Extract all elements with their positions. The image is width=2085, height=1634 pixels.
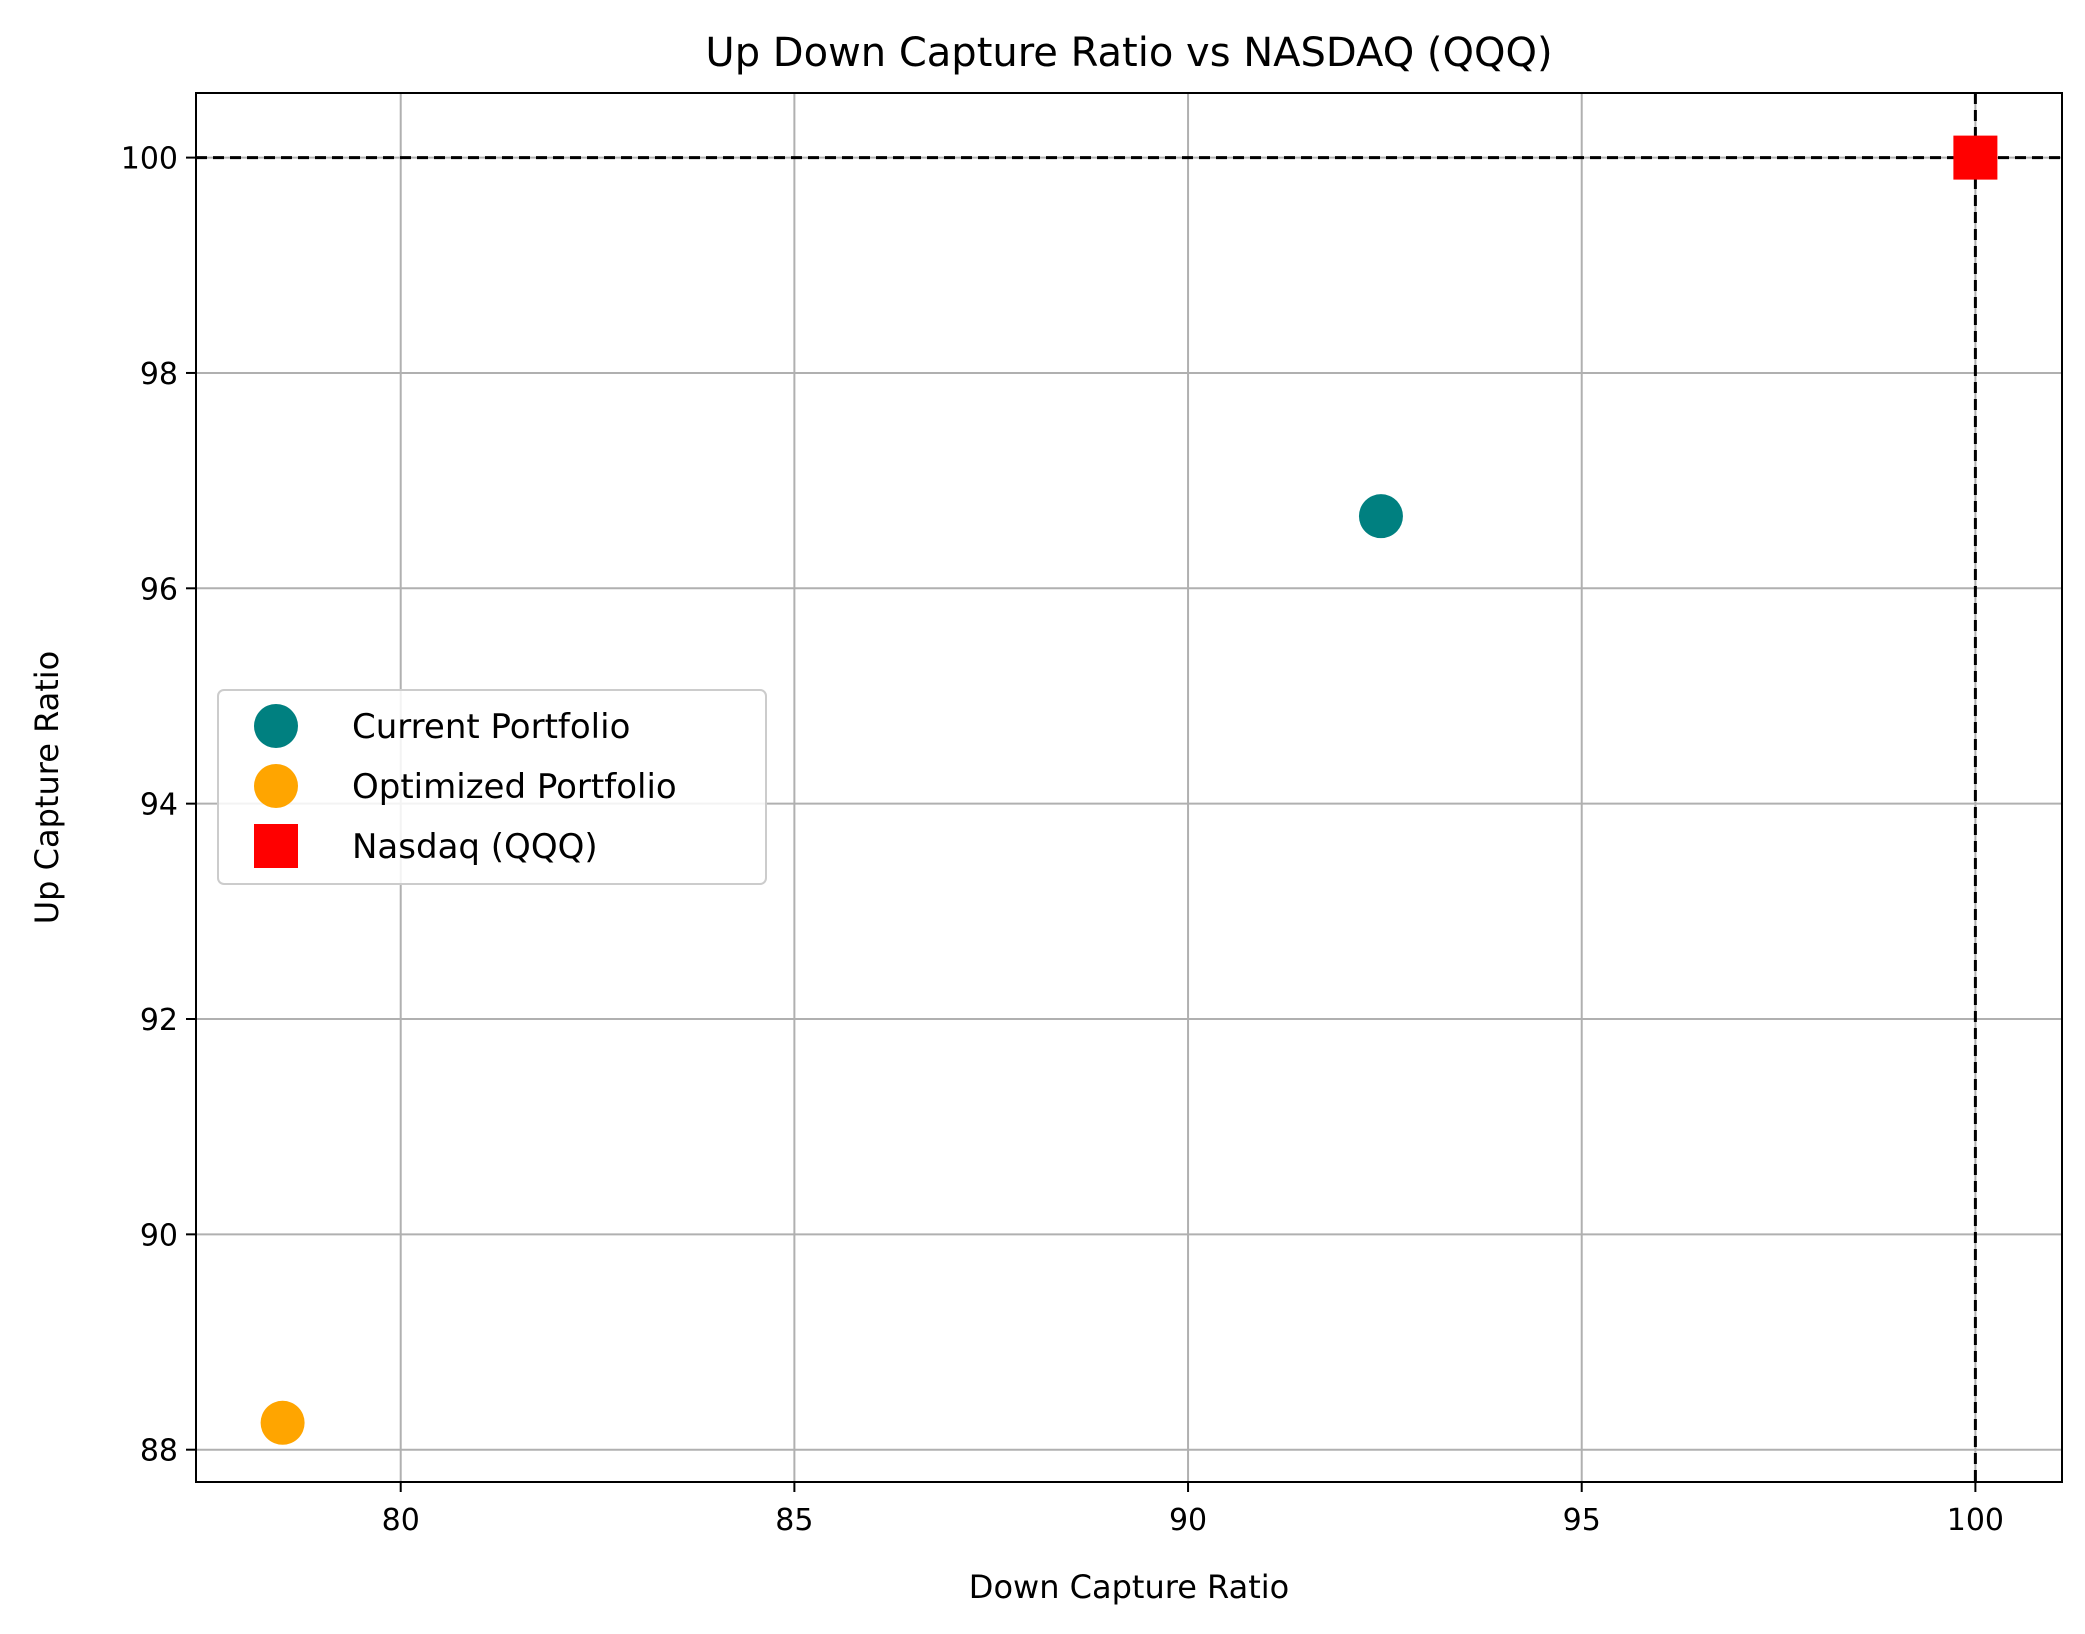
axes-frame [195, 92, 2063, 1483]
x-tick-label: 95 [1563, 1503, 1601, 1538]
data-points [260, 135, 1998, 1445]
legend-marker-circle [254, 704, 298, 748]
data-point-circle [1358, 494, 1403, 539]
y-tick-label: 100 [121, 142, 178, 177]
x-tick-label: 90 [1169, 1503, 1207, 1538]
y-tick-label: 88 [140, 1434, 178, 1469]
x-tick-label: 100 [1947, 1503, 2004, 1538]
x-tick-label: 80 [382, 1503, 420, 1538]
legend-marker-square [254, 824, 298, 868]
legend-box [217, 689, 767, 885]
y-tick-label: 90 [140, 1218, 178, 1253]
x-axis-label: Down Capture Ratio [969, 1568, 1289, 1606]
y-tick-label: 92 [140, 1003, 178, 1038]
legend-marker-circle [254, 764, 298, 808]
y-tick-label: 94 [140, 788, 178, 823]
y-tick-label: 96 [140, 572, 178, 607]
axis-ticks: 80 85 90 95 100 88 90 92 94 96 98 100 [121, 142, 2004, 1538]
legend-label: Optimized Portfolio [352, 767, 677, 807]
legend: Current Portfolio Optimized Portfolio Nasd… [217, 689, 767, 885]
y-axis-label: Up Capture Ratio [28, 651, 66, 924]
legend-label: Current Portfolio [352, 707, 630, 747]
reference-lines [196, 93, 2062, 1482]
x-tick-label: 85 [775, 1503, 813, 1538]
chart-title: Up Down Capture Ratio vs NASDAQ (QQQ) [705, 30, 1552, 76]
data-point-square [1953, 135, 1998, 180]
data-point-circle [260, 1400, 305, 1445]
y-tick-label: 98 [140, 357, 178, 392]
legend-label: Nasdaq (QQQ) [352, 827, 598, 867]
